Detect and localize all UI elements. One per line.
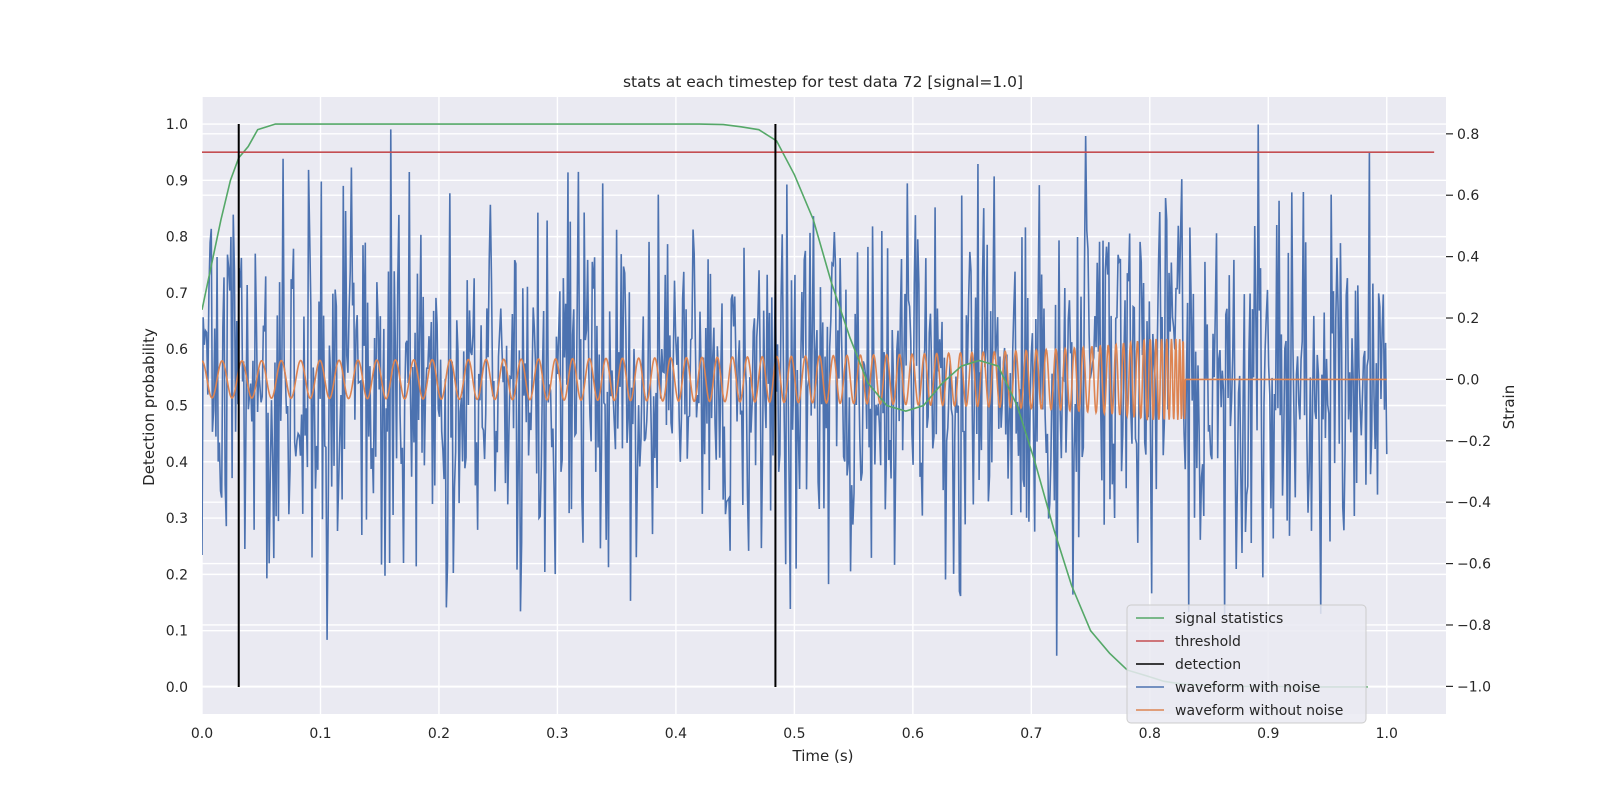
left-y-axis-ticks: 0.0 0.1 0.2 0.3 0.4 0.5 0.6 0.7 0.8 0.9 1.0: [166, 117, 188, 696]
left-y-tick-label: 0.8: [166, 230, 188, 246]
right-y-tick-label: 0.8: [1457, 127, 1479, 143]
legend-label: waveform with noise: [1175, 680, 1320, 696]
legend-label: detection: [1175, 657, 1241, 673]
chart-title: stats at each timestep for test data 72 …: [623, 73, 1023, 91]
right-y-axis-ticks: −1.0 −0.8 −0.6 −0.4 −0.2 0.0 0.2 0.4 0.6 0.8: [1446, 127, 1491, 695]
x-tick-label: 0.2: [428, 726, 450, 742]
right-y-tick-label: 0.6: [1457, 188, 1479, 204]
right-y-tick-label: −0.4: [1457, 495, 1491, 511]
right-y-tick-label: −0.6: [1457, 557, 1491, 573]
left-y-axis-label: Detection probability: [140, 328, 158, 486]
left-y-tick-label: 0.7: [166, 286, 188, 302]
x-axis-ticks: 0.0 0.1 0.2 0.3 0.4 0.5 0.6 0.7 0.8 0.9 1.0: [191, 726, 1398, 742]
left-y-tick-label: 0.2: [166, 567, 188, 583]
legend-box: [1126, 604, 1367, 724]
x-tick-label: 0.0: [191, 726, 213, 742]
right-y-tick-label: −0.8: [1457, 618, 1491, 634]
x-tick-label: 0.3: [546, 726, 568, 742]
grid-lines: [201, 97, 1446, 714]
x-tick-label: 1.0: [1376, 726, 1398, 742]
left-y-tick-label: 1.0: [166, 117, 188, 133]
waveform-without-noise-line: [202, 337, 1387, 421]
left-y-tick-label: 0.1: [166, 624, 188, 640]
left-y-tick-label: 0.3: [166, 511, 188, 527]
right-y-tick-label: −1.0: [1457, 679, 1491, 695]
legend-label: threshold: [1175, 634, 1241, 650]
x-tick-label: 0.4: [665, 726, 687, 742]
legend-label: waveform without noise: [1175, 703, 1343, 719]
x-tick-label: 0.5: [783, 726, 805, 742]
left-y-tick-label: 0.9: [166, 173, 188, 189]
left-y-tick-label: 0.5: [166, 399, 188, 415]
legend: signal statistics threshold detection wavef…: [1126, 604, 1367, 724]
waveform-with-noise-line: [202, 124, 1388, 656]
detection-lines: [237, 124, 777, 687]
x-tick-label: 0.7: [1020, 726, 1042, 742]
right-y-tick-label: 0.0: [1457, 372, 1479, 388]
x-tick-label: 0.8: [1139, 726, 1161, 742]
x-axis-label: Time (s): [792, 747, 854, 765]
x-tick-label: 0.1: [309, 726, 331, 742]
right-y-tick-label: −0.2: [1457, 434, 1491, 450]
legend-label: signal statistics: [1175, 611, 1283, 627]
x-tick-label: 0.6: [902, 726, 924, 742]
right-y-axis-label: Strain: [1500, 385, 1518, 429]
left-y-tick-label: 0.0: [166, 680, 188, 696]
x-tick-label: 0.9: [1257, 726, 1279, 742]
right-y-tick-label: 0.4: [1457, 250, 1479, 266]
left-y-tick-label: 0.4: [166, 455, 188, 471]
right-y-tick-label: 0.2: [1457, 311, 1479, 327]
left-y-tick-label: 0.6: [166, 342, 188, 358]
